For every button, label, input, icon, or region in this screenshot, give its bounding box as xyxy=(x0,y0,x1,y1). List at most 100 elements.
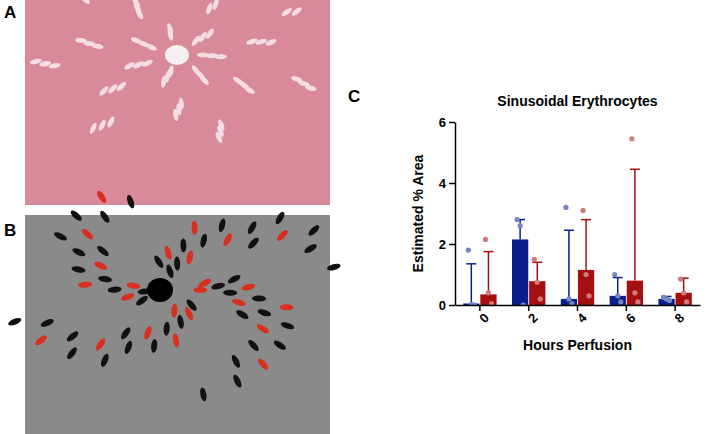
y-tick: 4 xyxy=(439,176,455,191)
image-a-texture xyxy=(130,36,143,45)
y-tick-mark xyxy=(449,305,455,307)
image-b-texture xyxy=(135,294,150,307)
image-b-texture xyxy=(227,273,242,285)
image-b-texture xyxy=(235,308,250,320)
image-b-texture xyxy=(120,292,135,303)
image-a-texture xyxy=(123,61,136,71)
y-tick-mark xyxy=(449,122,455,124)
image-a-texture xyxy=(205,2,214,15)
image-b-texture xyxy=(303,243,318,255)
image-b-texture xyxy=(185,250,194,265)
error-bar-stem xyxy=(568,230,570,299)
x-axis: 02468 xyxy=(456,305,701,326)
image-b-texture xyxy=(176,315,184,330)
y-tick: 6 xyxy=(439,115,455,130)
bar xyxy=(578,270,594,305)
data-point xyxy=(569,301,574,305)
image-b-texture xyxy=(98,275,113,283)
error-bar xyxy=(630,169,640,280)
image-b-texture xyxy=(53,231,68,243)
data-point xyxy=(566,296,571,301)
x-tick-label: 8 xyxy=(672,310,688,326)
y-tick-label: 4 xyxy=(439,176,447,191)
data-point xyxy=(586,293,591,298)
y-tick-label: 0 xyxy=(439,298,446,313)
image-b-texture xyxy=(174,256,181,270)
data-point xyxy=(618,299,623,304)
image-b-texture xyxy=(78,281,92,288)
chart-title: Sinusoidal Erythrocytes xyxy=(497,93,657,109)
image-b-texture xyxy=(222,232,234,247)
image-a-texture xyxy=(79,0,91,5)
y-tick: 0 xyxy=(439,298,455,313)
image-b-texture xyxy=(65,346,78,361)
image-a-vein xyxy=(165,45,189,65)
y-tick-mark xyxy=(449,244,455,246)
error-bar-cap xyxy=(466,263,476,265)
error-bar-cap xyxy=(483,251,493,253)
image-b-texture xyxy=(223,290,237,296)
image-b-texture xyxy=(65,330,80,343)
image-b-texture xyxy=(199,387,208,402)
error-bar xyxy=(581,220,591,270)
image-b-texture xyxy=(107,286,122,293)
image-b-texture xyxy=(185,298,199,313)
data-point xyxy=(515,217,520,222)
error-bar xyxy=(466,264,476,304)
image-a-texture xyxy=(264,38,277,47)
image-b-texture xyxy=(123,340,134,355)
image-b-texture xyxy=(40,317,55,328)
image-b-texture xyxy=(193,287,207,293)
image-b-texture xyxy=(257,308,272,318)
data-point xyxy=(538,296,543,301)
error-bar-cap xyxy=(630,169,640,171)
image-a-texture xyxy=(214,131,224,144)
data-point xyxy=(615,293,620,298)
image-a-texture xyxy=(166,22,174,35)
data-point xyxy=(532,257,537,262)
x-axis-title: Hours Perfusion xyxy=(523,337,632,353)
panel-label: A xyxy=(4,3,16,22)
image-a-texture xyxy=(211,0,219,11)
image-a-texture xyxy=(160,75,167,88)
image-a-texture xyxy=(107,83,119,95)
error-bar-stem xyxy=(537,262,539,281)
image-a-texture xyxy=(304,85,317,92)
data-point xyxy=(678,276,683,281)
image-a-texture xyxy=(198,74,210,86)
image-b-texture xyxy=(246,236,260,250)
data-point xyxy=(681,290,686,295)
image-b-texture xyxy=(230,354,242,369)
panel-label: C xyxy=(348,87,360,106)
error-bar-stem xyxy=(617,278,619,296)
image-b-texture xyxy=(171,304,178,318)
image-b-texture xyxy=(126,194,136,209)
image-b-texture xyxy=(71,247,86,258)
data-point xyxy=(466,248,471,253)
bar xyxy=(480,294,496,305)
x-tick-label: 4 xyxy=(574,310,590,326)
image-a-texture xyxy=(205,27,216,40)
image-b-texture xyxy=(150,339,157,354)
image-a-texture xyxy=(291,6,304,17)
image-a-texture xyxy=(245,37,258,45)
data-point xyxy=(580,208,585,213)
image-b-texture xyxy=(96,244,111,258)
x-tick-label: 2 xyxy=(525,310,541,326)
image-b-texture xyxy=(71,265,86,273)
image-a-texture xyxy=(243,85,256,95)
data-point xyxy=(483,237,488,242)
image-b-background xyxy=(25,215,330,434)
data-point xyxy=(684,299,689,304)
image-a-texture xyxy=(29,58,42,65)
bar xyxy=(627,281,643,305)
image-b-texture xyxy=(326,262,341,271)
data-point xyxy=(629,136,634,141)
data-point xyxy=(635,299,640,304)
image-b-texture xyxy=(34,334,49,347)
image-a-texture xyxy=(106,116,116,129)
error-bar xyxy=(613,278,623,296)
y-axis-line xyxy=(455,123,457,306)
data-point xyxy=(535,280,540,285)
x-tick-label: 0 xyxy=(476,310,492,326)
